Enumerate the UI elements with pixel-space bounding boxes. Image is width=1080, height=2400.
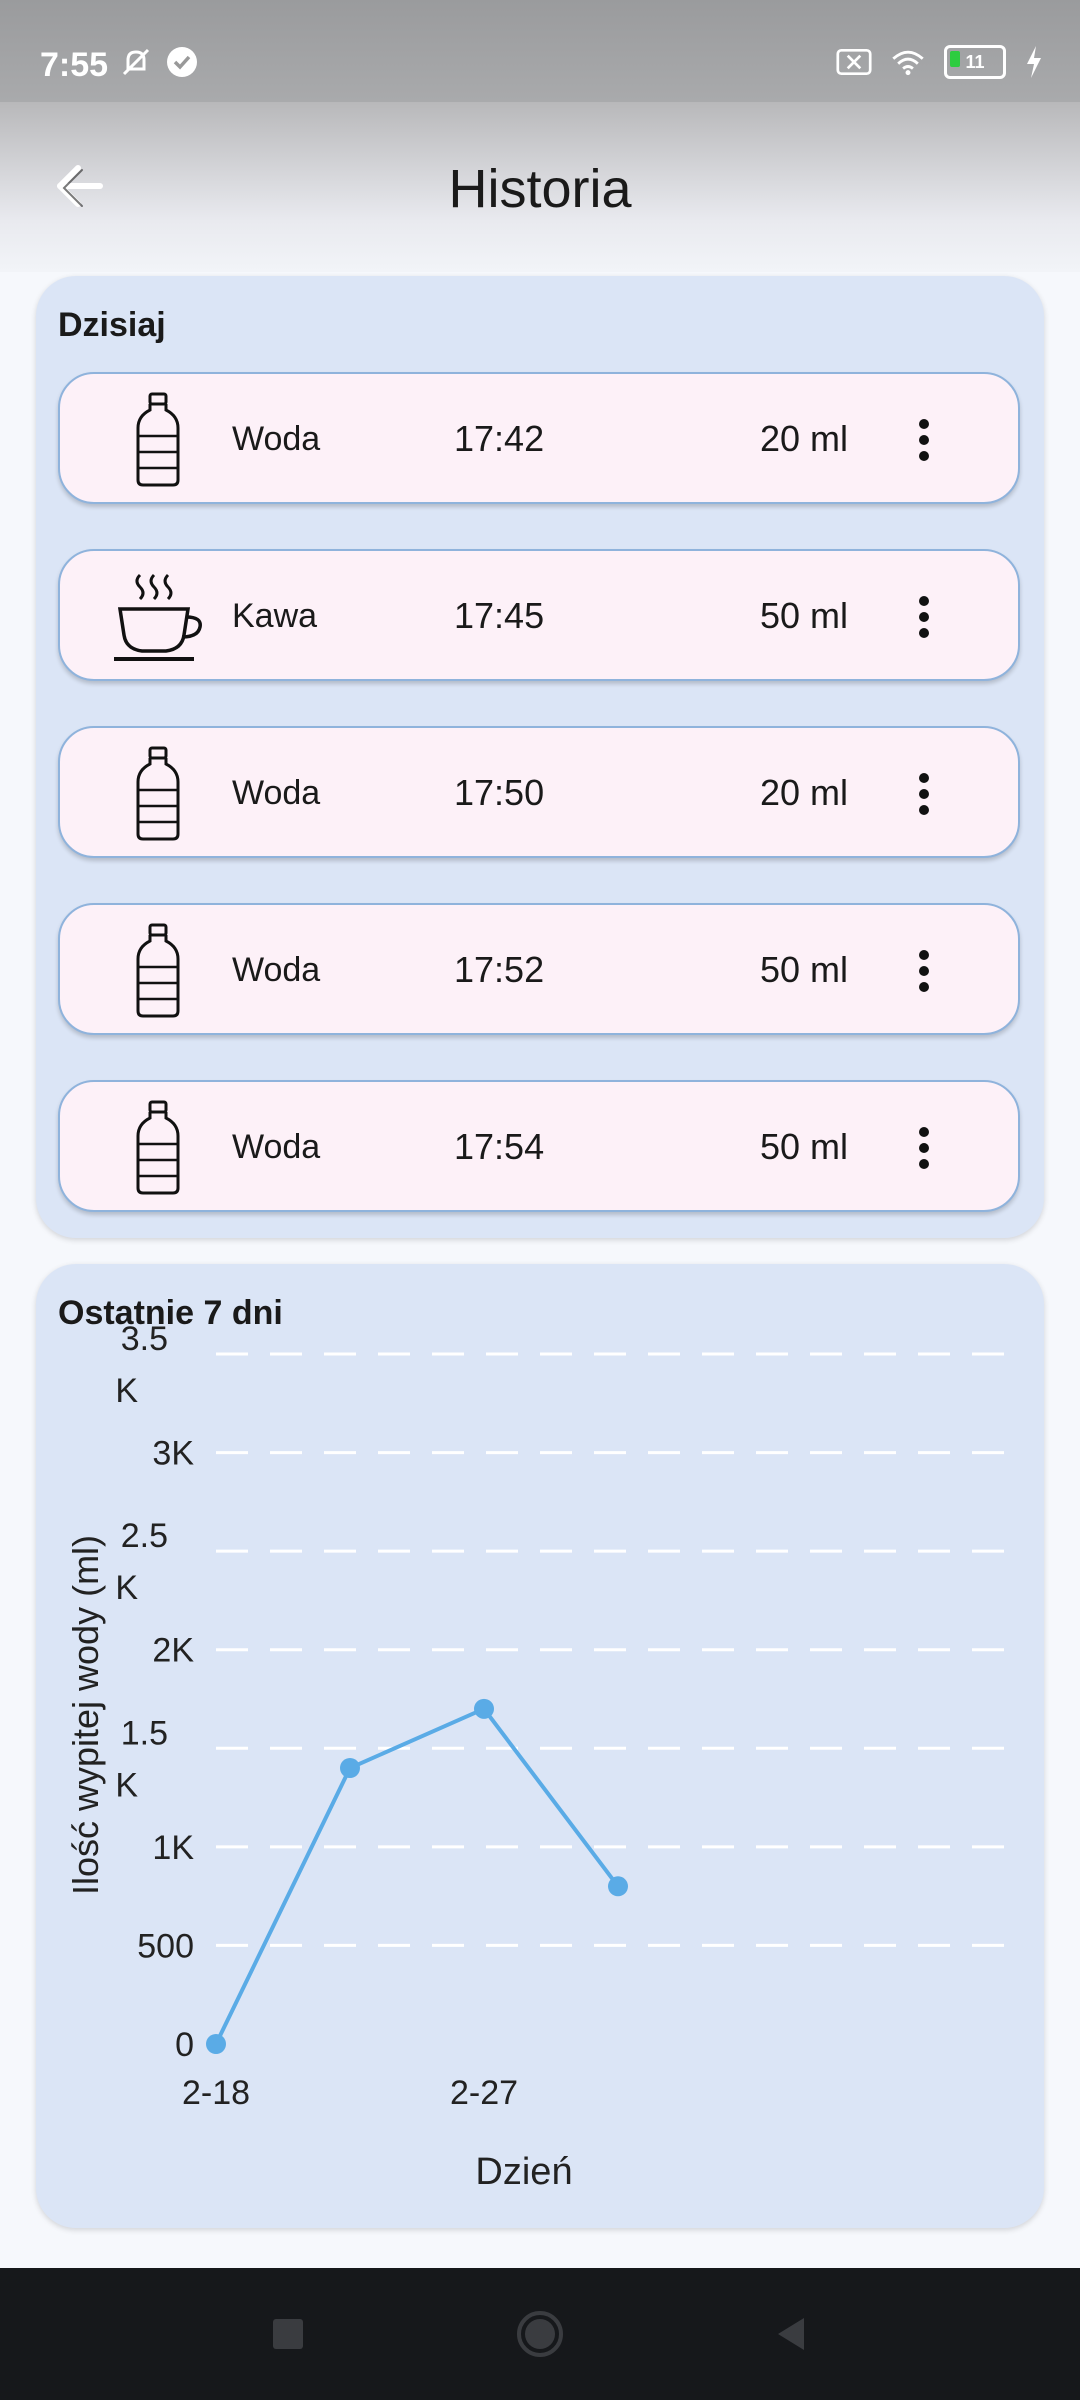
status-icons-right: 11 bbox=[836, 44, 1044, 80]
y-tick-label: 3K bbox=[152, 1435, 194, 1473]
entry-drink-type: Woda bbox=[232, 1128, 321, 1166]
water-bottle-icon bbox=[110, 392, 206, 488]
wifi-icon bbox=[890, 44, 926, 80]
entry-amount: 50 ml bbox=[759, 595, 848, 636]
arrow-back-icon bbox=[57, 165, 103, 207]
data-point bbox=[608, 1876, 628, 1897]
battery-indicator: 11 bbox=[944, 45, 1006, 79]
entry-drink-type: Woda bbox=[232, 951, 321, 989]
more-options-button[interactable] bbox=[906, 408, 942, 472]
x-tick-label: 2-27 bbox=[450, 2074, 518, 2112]
y-tick-label: 3.5 K bbox=[115, 1320, 168, 1410]
today-title: Dzisiaj bbox=[58, 306, 166, 344]
entry-time: 17:42 bbox=[454, 418, 545, 459]
drink-entry[interactable]: Woda 17:54 50 ml bbox=[58, 1080, 1020, 1212]
y-tick-label: 2.5 K bbox=[115, 1517, 168, 1607]
y-tick-label: 2K bbox=[152, 1632, 194, 1670]
battery-level: 11 bbox=[965, 51, 985, 72]
water-bottle-icon bbox=[110, 1100, 206, 1196]
data-point bbox=[474, 1698, 494, 1719]
y-tick-label: 0 bbox=[175, 2026, 194, 2064]
status-icons-left bbox=[118, 44, 200, 80]
water-intake-chart: 0 500 1K 1.5 K 2K 2.5 K 3K 3.5 K Ilość wypitej wody… bbox=[65, 1320, 1008, 2193]
y-tick-label: 1K bbox=[152, 1829, 194, 1867]
x-axis-label: Dzień bbox=[475, 2151, 572, 2193]
triangle-back-icon bbox=[778, 2318, 804, 2350]
notifications-muted-icon bbox=[118, 44, 154, 80]
check-circle-icon bbox=[164, 44, 200, 80]
status-time: 7:55 bbox=[40, 46, 109, 84]
water-bottle-icon bbox=[110, 923, 206, 1019]
home-button[interactable] bbox=[510, 2304, 570, 2364]
more-options-button[interactable] bbox=[906, 1116, 942, 1180]
drink-entry[interactable]: Woda 17:42 20 ml bbox=[58, 372, 1020, 504]
water-bottle-icon bbox=[110, 746, 206, 842]
charging-icon bbox=[1024, 44, 1044, 80]
entry-drink-type: Kawa bbox=[232, 597, 318, 635]
last-7-days-card: 0 500 1K 1.5 K 2K 2.5 K 3K 3.5 K Ilość wypitej wody… bbox=[36, 1264, 1044, 2228]
week-title: Ostatnie 7 dni bbox=[58, 1294, 283, 1332]
entry-time: 17:54 bbox=[454, 1126, 545, 1167]
page-title: Historia bbox=[448, 159, 632, 219]
more-options-button[interactable] bbox=[906, 762, 942, 826]
entry-time: 17:52 bbox=[454, 949, 545, 990]
data-point bbox=[206, 2034, 226, 2054]
battery-fill bbox=[950, 51, 960, 67]
entry-amount: 50 ml bbox=[759, 949, 848, 990]
more-options-button[interactable] bbox=[906, 585, 942, 649]
data-point bbox=[340, 1758, 360, 1778]
drink-entry[interactable]: Kawa 17:45 50 ml bbox=[58, 549, 1020, 681]
home-circle-icon bbox=[517, 2311, 563, 2357]
entry-time: 17:50 bbox=[454, 772, 545, 813]
x-tick-label: 2-18 bbox=[182, 2074, 250, 2112]
drink-entry[interactable]: Woda 17:50 20 ml bbox=[58, 726, 1020, 858]
system-navigation-bar bbox=[0, 2268, 1080, 2400]
more-options-button[interactable] bbox=[906, 939, 942, 1003]
entry-amount: 20 ml bbox=[759, 418, 848, 459]
y-tick-label: 500 bbox=[137, 1927, 194, 1965]
y-axis-label: Ilość wypitej wody (ml) bbox=[65, 1535, 106, 1895]
recent-apps-button[interactable] bbox=[258, 2304, 318, 2364]
drink-entry[interactable]: Woda 17:52 50 ml bbox=[58, 903, 1020, 1035]
sim-missing-icon bbox=[836, 44, 872, 80]
entry-amount: 20 ml bbox=[759, 772, 848, 813]
square-icon bbox=[273, 2319, 303, 2349]
entry-drink-type: Woda bbox=[232, 774, 321, 812]
app-bar: Historia bbox=[0, 102, 1080, 272]
back-nav-button[interactable] bbox=[760, 2304, 820, 2364]
entry-amount: 50 ml bbox=[759, 1126, 848, 1167]
today-card: Dzisiaj Woda 17:42 20 ml Kawa 17:45 50 m… bbox=[36, 276, 1044, 1238]
series-line bbox=[214, 1706, 620, 2045]
entry-time: 17:45 bbox=[454, 595, 545, 636]
coffee-cup-icon bbox=[110, 569, 206, 665]
back-button[interactable] bbox=[40, 146, 120, 226]
entry-drink-type: Woda bbox=[232, 420, 321, 458]
y-tick-label: 1.5 K bbox=[115, 1714, 168, 1804]
status-bar: 7:55 11 bbox=[0, 0, 1080, 102]
